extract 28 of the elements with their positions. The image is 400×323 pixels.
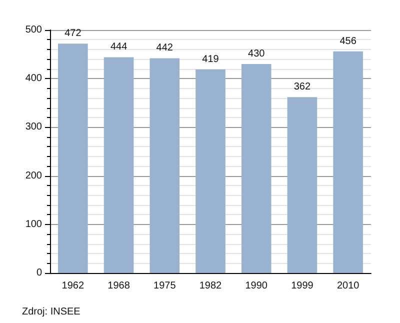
text: Zdroj: INSEE — [22, 306, 81, 318]
x-tick-label: 2010 — [336, 280, 360, 292]
bar — [333, 51, 363, 273]
x-tick-label: 1975 — [154, 280, 176, 292]
data-label: 362 — [294, 82, 311, 93]
y-tick-label: 300 — [25, 122, 42, 133]
x-tick-label: 1962 — [62, 280, 84, 292]
data-label: 419 — [202, 54, 220, 65]
bar — [196, 69, 226, 273]
x-tick-label: 1982 — [199, 280, 222, 292]
bar — [150, 58, 180, 273]
data-label: 444 — [110, 42, 128, 53]
x-tick-label: 1990 — [245, 280, 268, 292]
bar — [58, 44, 88, 273]
bar — [104, 57, 134, 273]
x-tick-label: 1999 — [291, 280, 314, 292]
y-tick-label: 200 — [25, 170, 42, 182]
data-label: 430 — [248, 48, 266, 60]
bar — [287, 97, 318, 273]
data-label: 456 — [340, 36, 357, 47]
bar — [241, 64, 272, 273]
x-tick-label: 1968 — [108, 280, 130, 292]
y-tick-label: 0 — [36, 268, 42, 278]
y-tick-label: 400 — [25, 73, 42, 84]
data-label: 442 — [156, 42, 174, 54]
y-tick-label: 500 — [25, 24, 42, 36]
y-tick-label: 100 — [25, 218, 42, 230]
data-label: 472 — [64, 28, 82, 40]
